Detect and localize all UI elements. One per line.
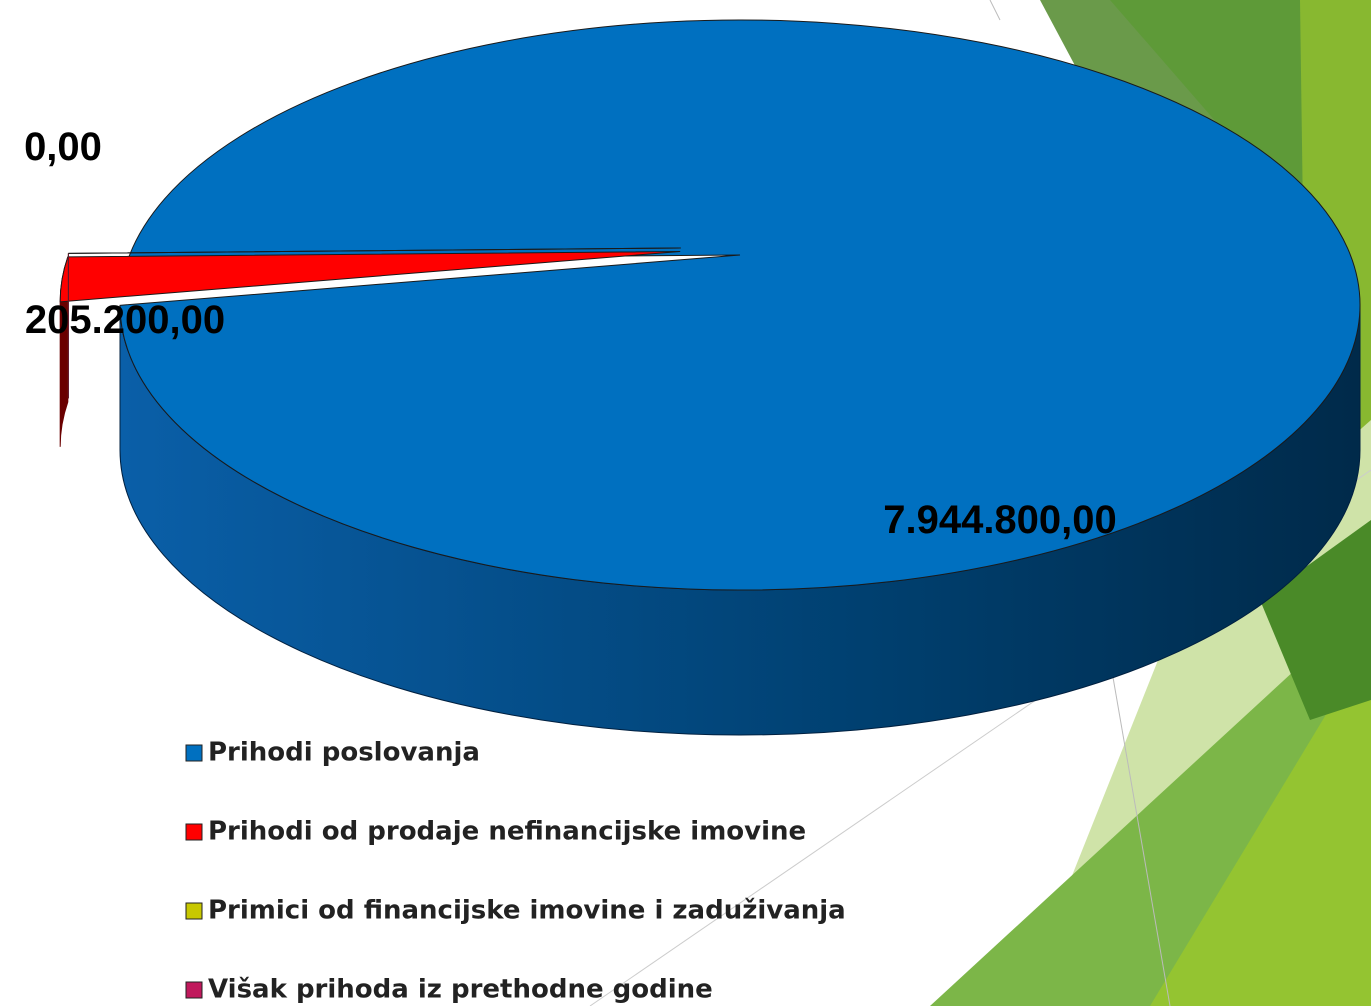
pie-slice: [119, 19, 1361, 591]
legend-label: Prihodi od prodaje nefinancijske imovine: [208, 817, 806, 847]
legend-swatch: [185, 744, 203, 762]
legend-swatch: [185, 823, 203, 841]
pie: 7.944.800,00 205.200,00 0,00: [24, 19, 1361, 736]
data-label: 7.944.800,00: [883, 498, 1117, 542]
legend: Prihodi poslovanja Prihodi od prodaje nef…: [185, 738, 846, 1005]
legend-label: Višak prihoda iz prethodne godine: [208, 975, 713, 1005]
data-label: 205.200,00: [25, 298, 225, 342]
pie-slice: [59, 250, 681, 303]
legend-label: Prihodi poslovanja: [208, 738, 480, 768]
legend-label: Primici od financijske imovine i zaduživ…: [208, 896, 846, 926]
data-label: 0,00: [24, 125, 102, 169]
legend-swatch: [185, 902, 203, 920]
legend-swatch: [185, 981, 203, 999]
